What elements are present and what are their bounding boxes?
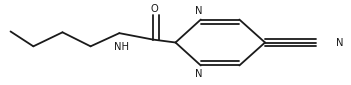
Text: N: N <box>336 37 343 48</box>
Text: N: N <box>195 69 203 79</box>
Text: N: N <box>195 6 203 16</box>
Text: O: O <box>151 3 158 14</box>
Text: NH: NH <box>114 42 128 52</box>
